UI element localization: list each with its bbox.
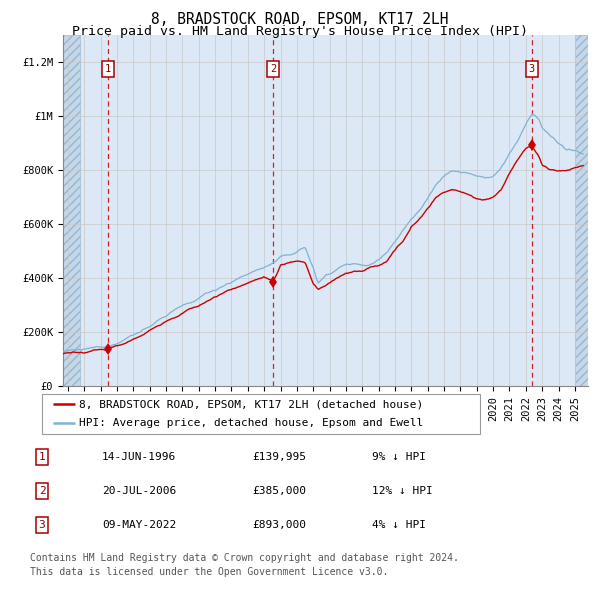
Text: 2: 2	[38, 486, 46, 496]
Text: 1: 1	[38, 452, 46, 461]
Text: 8, BRADSTOCK ROAD, EPSOM, KT17 2LH: 8, BRADSTOCK ROAD, EPSOM, KT17 2LH	[151, 12, 449, 27]
Text: Contains HM Land Registry data © Crown copyright and database right 2024.
This d: Contains HM Land Registry data © Crown c…	[30, 553, 459, 577]
Text: Price paid vs. HM Land Registry's House Price Index (HPI): Price paid vs. HM Land Registry's House …	[72, 25, 528, 38]
Text: 3: 3	[38, 520, 46, 530]
Bar	[575, 35, 588, 386]
FancyBboxPatch shape	[42, 394, 480, 434]
Text: £385,000: £385,000	[252, 486, 306, 496]
Text: £893,000: £893,000	[252, 520, 306, 530]
Text: 8, BRADSTOCK ROAD, EPSOM, KT17 2LH (detached house): 8, BRADSTOCK ROAD, EPSOM, KT17 2LH (deta…	[79, 399, 424, 409]
Bar	[63, 35, 80, 386]
Text: 14-JUN-1996: 14-JUN-1996	[102, 452, 176, 461]
Text: 9% ↓ HPI: 9% ↓ HPI	[372, 452, 426, 461]
Text: 20-JUL-2006: 20-JUL-2006	[102, 486, 176, 496]
Text: HPI: Average price, detached house, Epsom and Ewell: HPI: Average price, detached house, Epso…	[79, 418, 424, 428]
Text: 12% ↓ HPI: 12% ↓ HPI	[372, 486, 433, 496]
Text: 4% ↓ HPI: 4% ↓ HPI	[372, 520, 426, 530]
Text: 1: 1	[105, 64, 111, 74]
Text: 3: 3	[529, 64, 535, 74]
Text: £139,995: £139,995	[252, 452, 306, 461]
Text: 09-MAY-2022: 09-MAY-2022	[102, 520, 176, 530]
Text: 2: 2	[270, 64, 276, 74]
